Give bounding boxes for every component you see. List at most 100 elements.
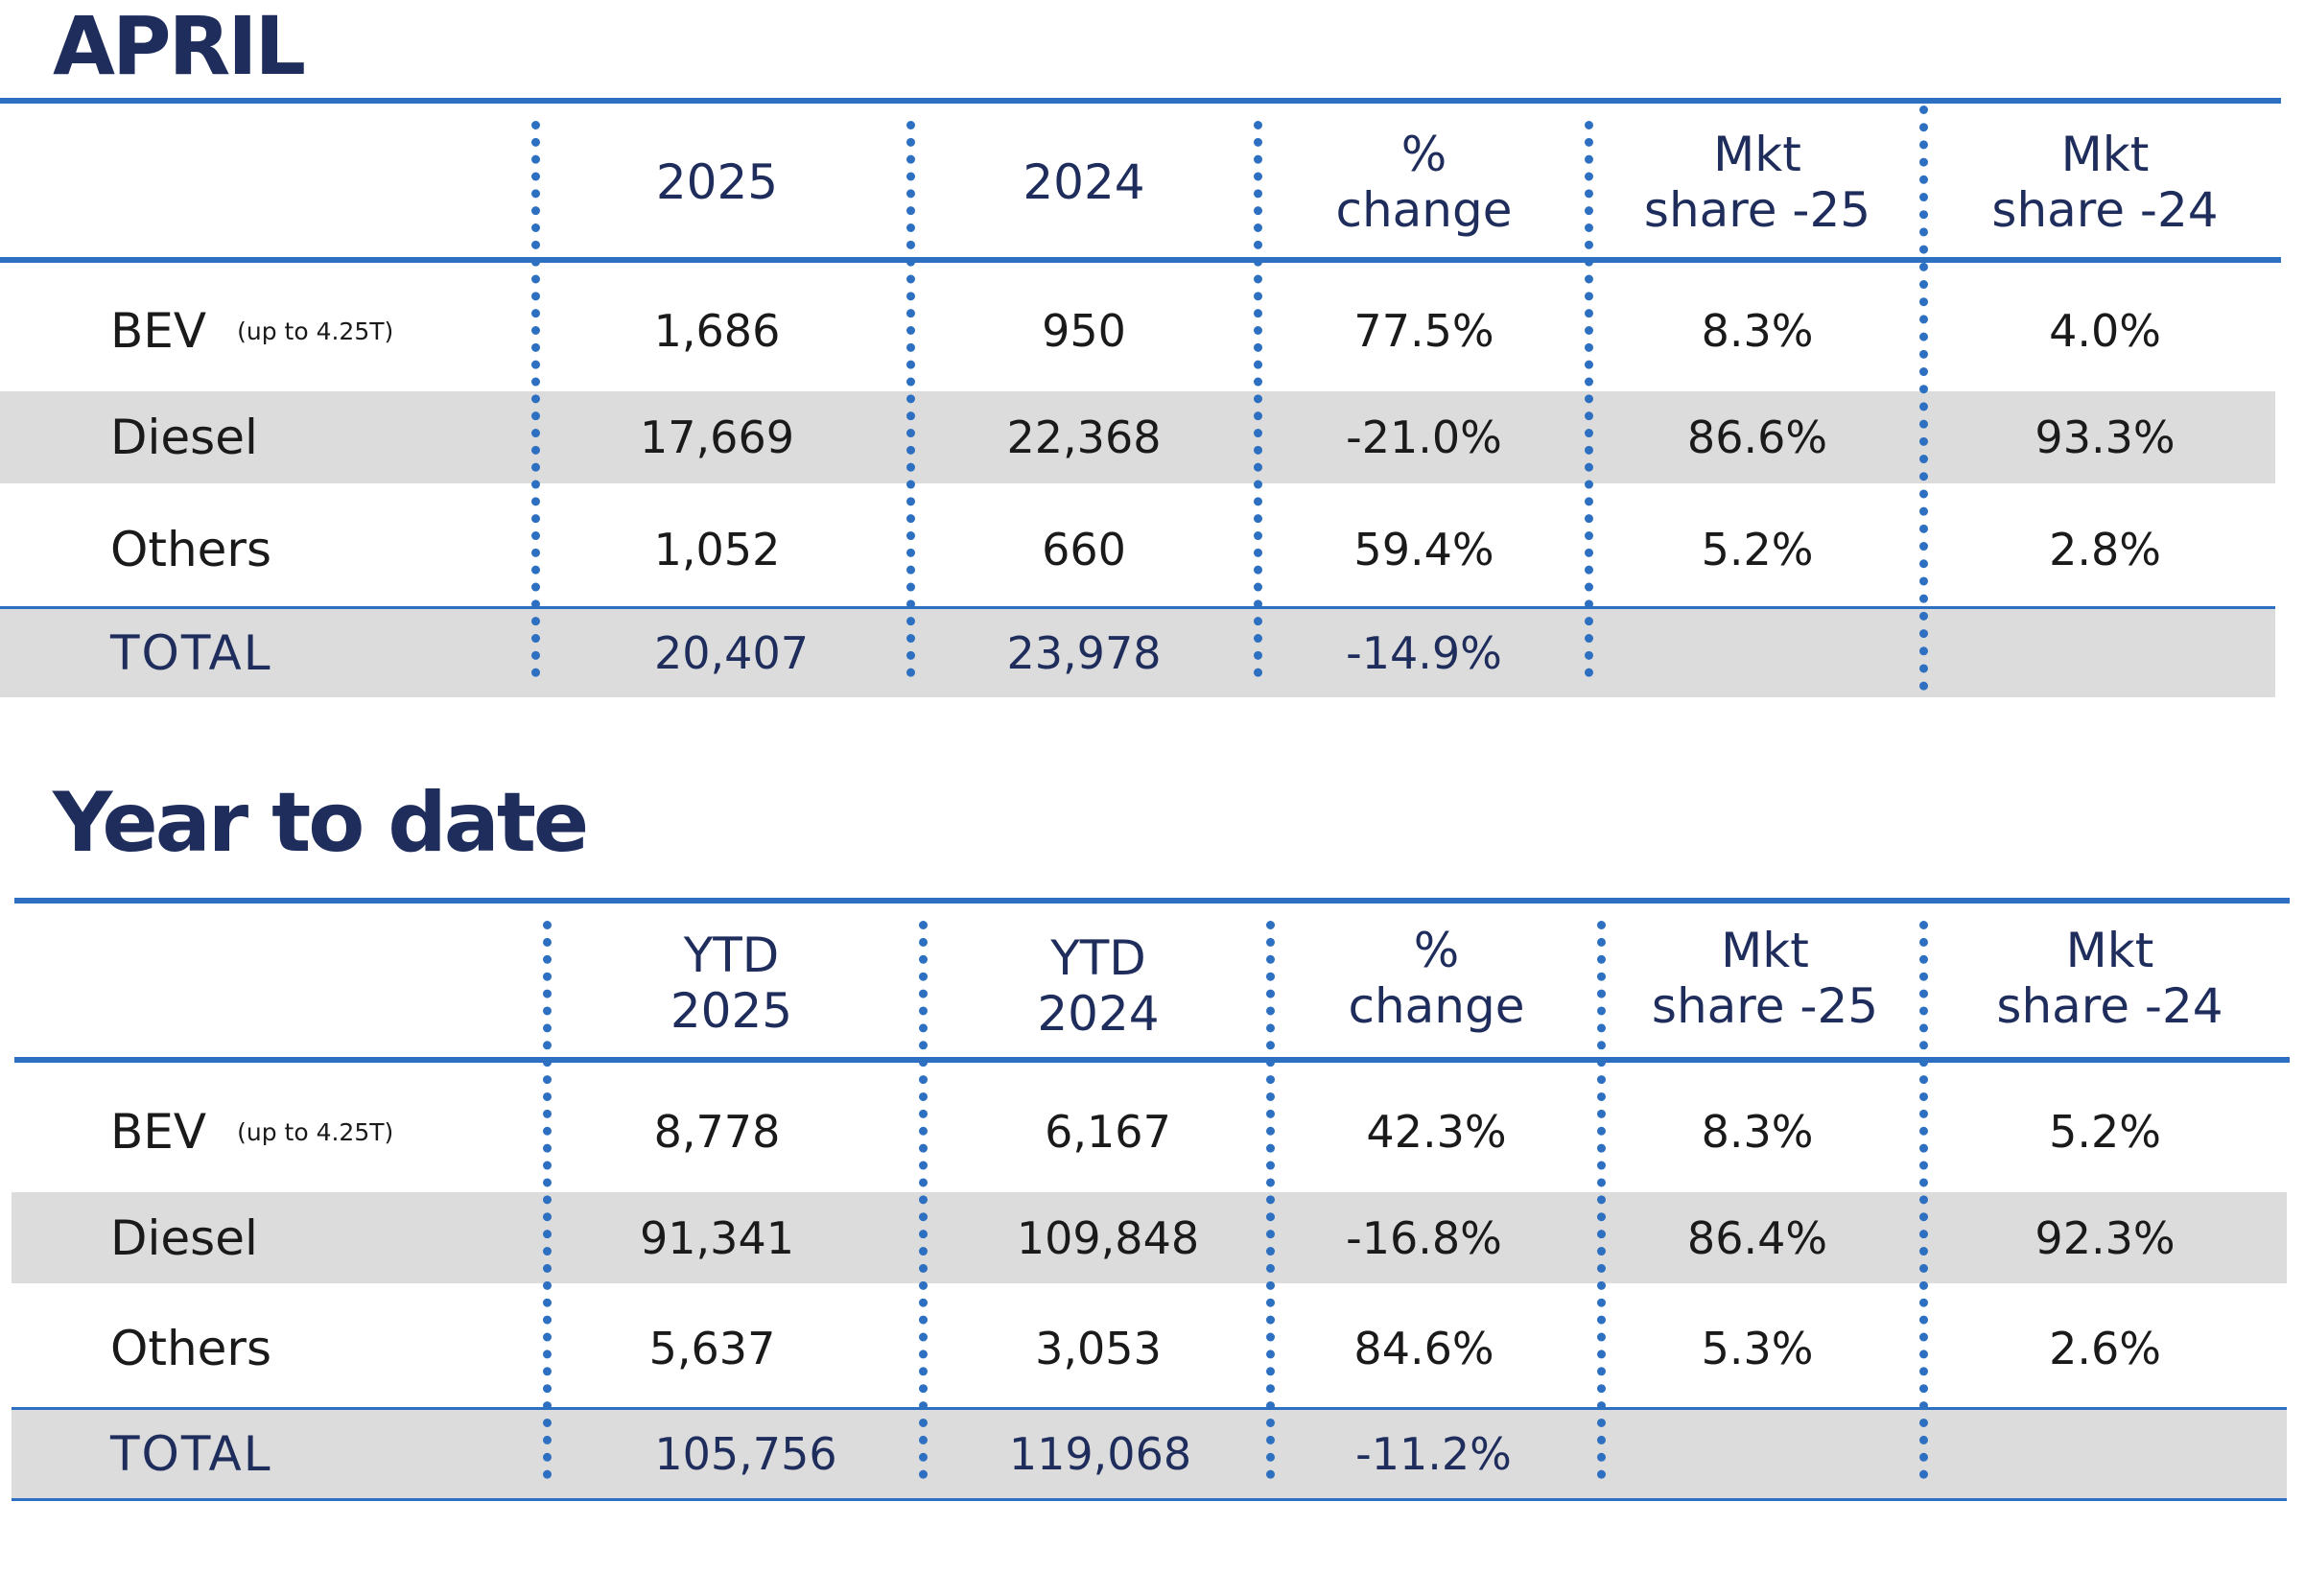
header-col-5: Mkt share -24 — [1925, 106, 2285, 259]
header-line2: share -24 — [1991, 182, 2219, 238]
value-cell: 84.6% — [1353, 1323, 1494, 1374]
header-line1: Mkt — [1721, 923, 1809, 978]
table-row: Others 5,637 3,053 84.6% 5.3% 2.6% — [0, 1295, 2275, 1402]
column-divider — [1266, 921, 1275, 1479]
table-row: BEV (up to 4.25T) 1,686 950 77.5% 8.3% 4… — [0, 278, 2275, 384]
value-cell: 8.3% — [1701, 1106, 1814, 1158]
value-cell: -14.9% — [1346, 627, 1502, 679]
value-cell: 8.3% — [1701, 305, 1814, 357]
header-rule — [0, 257, 2281, 263]
header-col-5: Mkt share -24 — [1930, 911, 2290, 1045]
row-label-note: (up to 4.25T) — [237, 317, 394, 345]
row-label-text: Diesel — [110, 410, 258, 465]
value-cell: 660 — [1042, 523, 1126, 575]
header-line1: Mkt — [2065, 923, 2154, 978]
row-label: Diesel — [110, 391, 532, 483]
row-label-text: TOTAL — [110, 1426, 272, 1482]
value-cell: 1,686 — [653, 305, 781, 357]
row-label-text: Others — [110, 1321, 272, 1376]
value-cell: 86.4% — [1686, 1211, 1828, 1264]
header-line2: change — [1335, 182, 1513, 238]
value-cell: -21.0% — [1346, 411, 1502, 463]
row-label: Others — [110, 494, 532, 604]
total-row: TOTAL 105,756 119,068 -11.2% — [12, 1410, 2287, 1498]
row-label: TOTAL — [110, 609, 532, 697]
total-rule — [12, 1407, 2287, 1410]
value-cell — [1589, 1410, 1925, 1498]
value-cell: 105,756 — [654, 1428, 837, 1480]
header-col-4: Mkt share -25 — [1597, 911, 1933, 1045]
value-cell: -16.8% — [1346, 1211, 1502, 1264]
top-rule — [14, 898, 2290, 904]
table-row: Diesel 17,669 22,368 -21.0% 86.6% 93.3% — [0, 391, 2275, 483]
header-line2: share -25 — [1643, 182, 1871, 238]
ytd-heading: Year to date — [53, 775, 589, 871]
value-cell: 5.2% — [2049, 1106, 2161, 1158]
top-rule — [0, 98, 2281, 104]
value-cell — [1925, 1410, 2285, 1498]
value-cell: 92.3% — [2035, 1211, 2176, 1264]
row-label: Others — [110, 1295, 532, 1402]
value-cell: 4.0% — [2049, 305, 2161, 357]
row-label-text: BEV — [110, 303, 207, 359]
value-cell: 6,167 — [1045, 1106, 1171, 1158]
value-cell: -11.2% — [1355, 1428, 1512, 1480]
table-row: Diesel 91,341 109,848 -16.8% 86.4% 92.3% — [12, 1192, 2287, 1283]
table-row: BEV (up to 4.25T) 8,778 6,167 42.3% 8.3%… — [0, 1079, 2275, 1185]
column-divider — [531, 121, 540, 677]
row-label-text: Others — [110, 521, 272, 577]
row-label-note: (up to 4.25T) — [237, 1117, 394, 1146]
value-cell: 42.3% — [1366, 1106, 1507, 1158]
header-col-3: % change — [1271, 911, 1602, 1045]
header-line2: 2025 — [670, 983, 793, 1039]
header-col-1: 2025 — [537, 106, 897, 259]
column-divider — [543, 921, 552, 1479]
value-cell: 8,778 — [653, 1106, 781, 1158]
row-label: Diesel — [110, 1192, 532, 1283]
header-line1: Mkt — [2060, 127, 2150, 182]
value-cell: 2.8% — [2049, 523, 2161, 575]
value-cell: 22,368 — [1006, 411, 1162, 463]
value-cell: 23,978 — [1006, 627, 1162, 679]
row-label-text: TOTAL — [110, 625, 272, 681]
column-divider — [1597, 921, 1606, 1479]
header-line2: 2024 — [1037, 985, 1160, 1042]
april-heading: APRIL — [53, 0, 306, 93]
value-cell: 2.6% — [2049, 1323, 2161, 1374]
column-divider — [1919, 106, 1928, 691]
header-line2: share -25 — [1651, 978, 1879, 1034]
header-col-2: YTD 2024 — [926, 911, 1271, 1060]
header-line1: % — [1400, 127, 1447, 182]
april-section: APRIL 2025 2024 % change Mkt share -25 M… — [0, 0, 2305, 710]
header-line1: 2025 — [655, 154, 779, 210]
column-divider — [1585, 121, 1593, 677]
value-cell: 5.2% — [1701, 523, 1814, 575]
column-divider — [906, 121, 915, 677]
column-divider — [919, 921, 928, 1479]
column-divider — [1919, 921, 1928, 1479]
bottom-rule — [12, 1498, 2287, 1501]
value-cell: 119,068 — [1008, 1428, 1192, 1480]
value-cell: 20,407 — [654, 627, 809, 679]
header-line1: 2024 — [1023, 154, 1145, 210]
header-line1: % — [1413, 923, 1460, 978]
value-cell: 5,637 — [648, 1323, 776, 1374]
total-rule — [0, 606, 2275, 609]
column-divider — [1254, 121, 1262, 677]
row-label-text: Diesel — [110, 1209, 258, 1266]
value-cell: 5.3% — [1701, 1323, 1814, 1374]
value-cell: 77.5% — [1353, 305, 1494, 357]
value-cell: 93.3% — [2035, 411, 2176, 463]
header-col-4: Mkt share -25 — [1589, 106, 1925, 259]
value-cell: 109,848 — [1016, 1211, 1200, 1264]
table-row: Others 1,052 660 59.4% 5.2% 2.8% — [0, 494, 2275, 604]
row-label: TOTAL — [110, 1410, 532, 1498]
header-line2: change — [1348, 978, 1525, 1034]
value-cell: 3,053 — [1035, 1323, 1162, 1374]
header-col-1: YTD 2025 — [552, 911, 911, 1055]
header-col-3: % change — [1258, 106, 1589, 259]
header-line2: share -24 — [1996, 978, 2223, 1034]
value-cell: 91,341 — [640, 1211, 794, 1264]
value-cell: 17,669 — [640, 411, 794, 463]
